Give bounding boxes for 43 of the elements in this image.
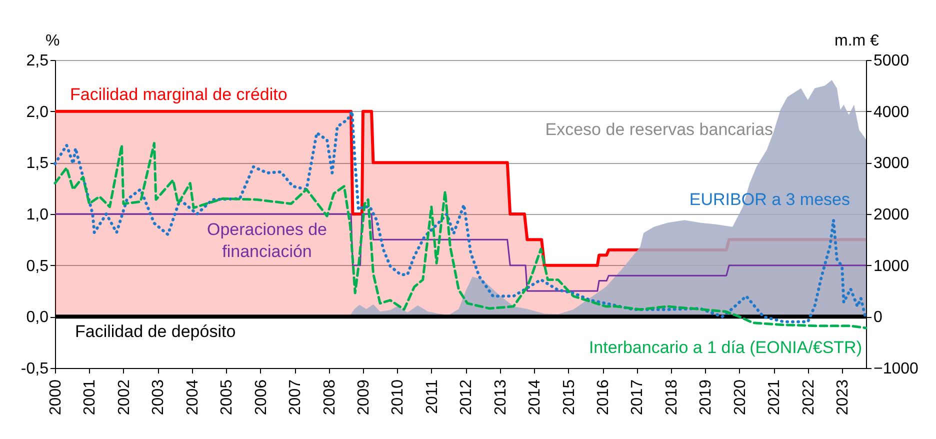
y2-tick-label: 3000: [874, 155, 910, 172]
x-tick-label: 2007: [287, 379, 304, 416]
x-tick-label: 2009: [355, 379, 372, 416]
x-tick-label: 2001: [82, 379, 99, 416]
x-tick-label: 2020: [732, 379, 749, 416]
series-label: Facilidad de depósito: [75, 322, 236, 341]
y2-tick-label: 0: [874, 309, 882, 326]
y2-tick-label: −1000: [874, 360, 919, 378]
x-tick-label: 2021: [766, 379, 784, 416]
y2-tick-label: 1000: [874, 258, 910, 275]
y2-tick-label: 5000: [874, 52, 910, 70]
y2-tick-label: 4000: [874, 104, 910, 121]
x-tick-label: 2008: [321, 379, 338, 416]
series-label: Facilidad marginal de crédito: [70, 85, 288, 104]
x-tick-label: 2011: [424, 379, 441, 414]
y-tick-label: 2,5: [26, 52, 49, 70]
x-tick-label: 2000: [48, 379, 64, 416]
x-tick-label: 2023: [834, 379, 852, 416]
y2-axis-title: m.m €: [834, 32, 880, 50]
x-tick-label: 2015: [560, 379, 578, 416]
x-tick-label: 2006: [252, 379, 270, 416]
y-tick-label: 2,0: [26, 104, 49, 121]
y-tick-label: 0,5: [26, 258, 49, 275]
y-tick-label: -0,5: [20, 360, 49, 378]
x-tick-label: 2002: [116, 379, 133, 416]
y-axis-title: %: [46, 32, 60, 50]
x-tick-label: 2004: [184, 379, 202, 416]
x-tick-label: 2022: [800, 379, 818, 416]
x-tick-label: 2016: [595, 379, 612, 416]
x-tick-label: 2013: [492, 379, 510, 416]
y-tick-label: 1,0: [26, 206, 49, 224]
y-tick-label: 0,0: [26, 309, 49, 326]
x-tick-label: 2018: [663, 379, 680, 416]
x-tick-label: 2019: [698, 379, 715, 416]
series-label: Interbancario a 1 día (EONIA/€STR): [588, 338, 862, 357]
x-tick-label: 2010: [390, 379, 407, 416]
y-tick-label: 1,5: [26, 155, 49, 172]
x-tick-label: 2014: [526, 379, 544, 416]
x-tick-label: 2005: [218, 379, 236, 416]
y2-tick-label: 2000: [874, 206, 910, 224]
x-tick-label: 2003: [150, 379, 168, 416]
x-tick-label: 2012: [458, 379, 476, 416]
x-tick-label: 2017: [629, 379, 646, 416]
